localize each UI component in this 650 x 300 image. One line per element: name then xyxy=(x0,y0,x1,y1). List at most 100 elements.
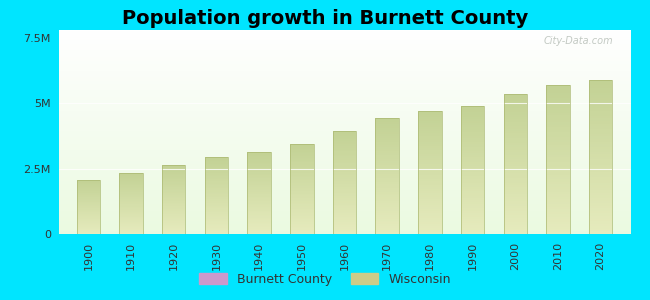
Bar xyxy=(376,182,399,184)
Bar xyxy=(162,179,185,180)
Bar xyxy=(77,212,100,213)
Bar xyxy=(504,127,527,129)
Bar xyxy=(248,202,271,204)
Bar xyxy=(290,204,313,206)
Bar xyxy=(504,192,527,194)
Bar xyxy=(461,191,484,194)
Bar xyxy=(461,206,484,208)
Bar xyxy=(504,143,527,145)
Bar xyxy=(461,174,484,176)
Bar xyxy=(418,168,441,170)
Bar xyxy=(333,174,356,176)
Bar xyxy=(589,180,612,183)
Bar xyxy=(589,201,612,203)
Bar xyxy=(333,182,356,184)
Bar xyxy=(504,103,527,105)
Bar xyxy=(461,151,484,153)
Bar xyxy=(546,214,569,217)
Bar xyxy=(77,191,100,192)
Bar xyxy=(546,197,569,199)
Bar xyxy=(333,198,356,200)
Bar xyxy=(248,219,271,220)
Bar xyxy=(546,192,569,194)
Bar xyxy=(120,214,143,215)
Bar xyxy=(162,182,185,184)
Bar xyxy=(418,222,441,224)
Bar xyxy=(77,201,100,202)
Bar xyxy=(162,218,185,219)
Bar xyxy=(248,158,271,159)
Bar xyxy=(333,232,356,234)
Bar xyxy=(205,210,228,211)
Bar xyxy=(504,169,527,171)
Bar xyxy=(333,164,356,165)
Bar xyxy=(504,134,527,136)
Bar xyxy=(290,231,313,232)
Bar xyxy=(589,190,612,193)
Bar xyxy=(290,147,313,149)
Bar xyxy=(418,183,441,185)
Bar xyxy=(162,209,185,210)
Bar xyxy=(77,229,100,230)
Bar xyxy=(205,198,228,200)
Bar xyxy=(205,157,228,234)
Bar xyxy=(461,136,484,138)
Bar xyxy=(120,228,143,229)
Bar xyxy=(162,217,185,218)
Bar xyxy=(461,221,484,223)
Bar xyxy=(376,146,399,147)
Bar xyxy=(248,152,271,153)
Bar xyxy=(376,151,399,153)
Bar xyxy=(589,213,612,216)
Bar xyxy=(248,200,271,201)
Bar xyxy=(376,192,399,194)
Bar xyxy=(290,208,313,210)
Bar xyxy=(120,227,143,228)
Bar xyxy=(546,187,569,189)
Bar xyxy=(290,183,313,184)
Bar xyxy=(120,230,143,231)
Bar xyxy=(589,103,612,106)
Bar xyxy=(248,183,271,185)
Bar xyxy=(162,176,185,177)
Bar xyxy=(120,189,143,190)
Bar xyxy=(461,147,484,149)
Bar xyxy=(504,196,527,199)
Bar xyxy=(205,226,228,228)
Bar xyxy=(162,205,185,206)
Bar xyxy=(120,192,143,193)
Bar xyxy=(546,224,569,226)
Bar xyxy=(162,232,185,233)
Bar xyxy=(418,144,441,146)
Bar xyxy=(418,193,441,195)
Bar xyxy=(504,201,527,204)
Bar xyxy=(248,163,271,164)
Bar xyxy=(120,231,143,232)
Bar xyxy=(248,185,271,186)
Bar xyxy=(418,205,441,207)
Bar xyxy=(418,177,441,178)
Bar xyxy=(546,229,569,232)
Bar xyxy=(589,149,612,152)
Bar xyxy=(589,183,612,185)
Bar xyxy=(376,170,399,172)
Bar xyxy=(120,173,143,234)
Bar xyxy=(461,228,484,230)
Bar xyxy=(248,172,271,174)
Bar xyxy=(290,207,313,208)
Bar xyxy=(248,168,271,170)
Bar xyxy=(461,134,484,136)
Bar xyxy=(333,210,356,212)
Bar xyxy=(77,222,100,223)
Bar xyxy=(546,199,569,202)
Bar xyxy=(290,198,313,200)
Bar xyxy=(418,209,441,211)
Bar xyxy=(205,194,228,196)
Bar xyxy=(376,199,399,201)
Bar xyxy=(333,170,356,172)
Bar xyxy=(589,82,612,85)
Bar xyxy=(120,211,143,212)
Bar xyxy=(546,152,569,155)
Bar xyxy=(77,221,100,222)
Bar xyxy=(461,153,484,155)
